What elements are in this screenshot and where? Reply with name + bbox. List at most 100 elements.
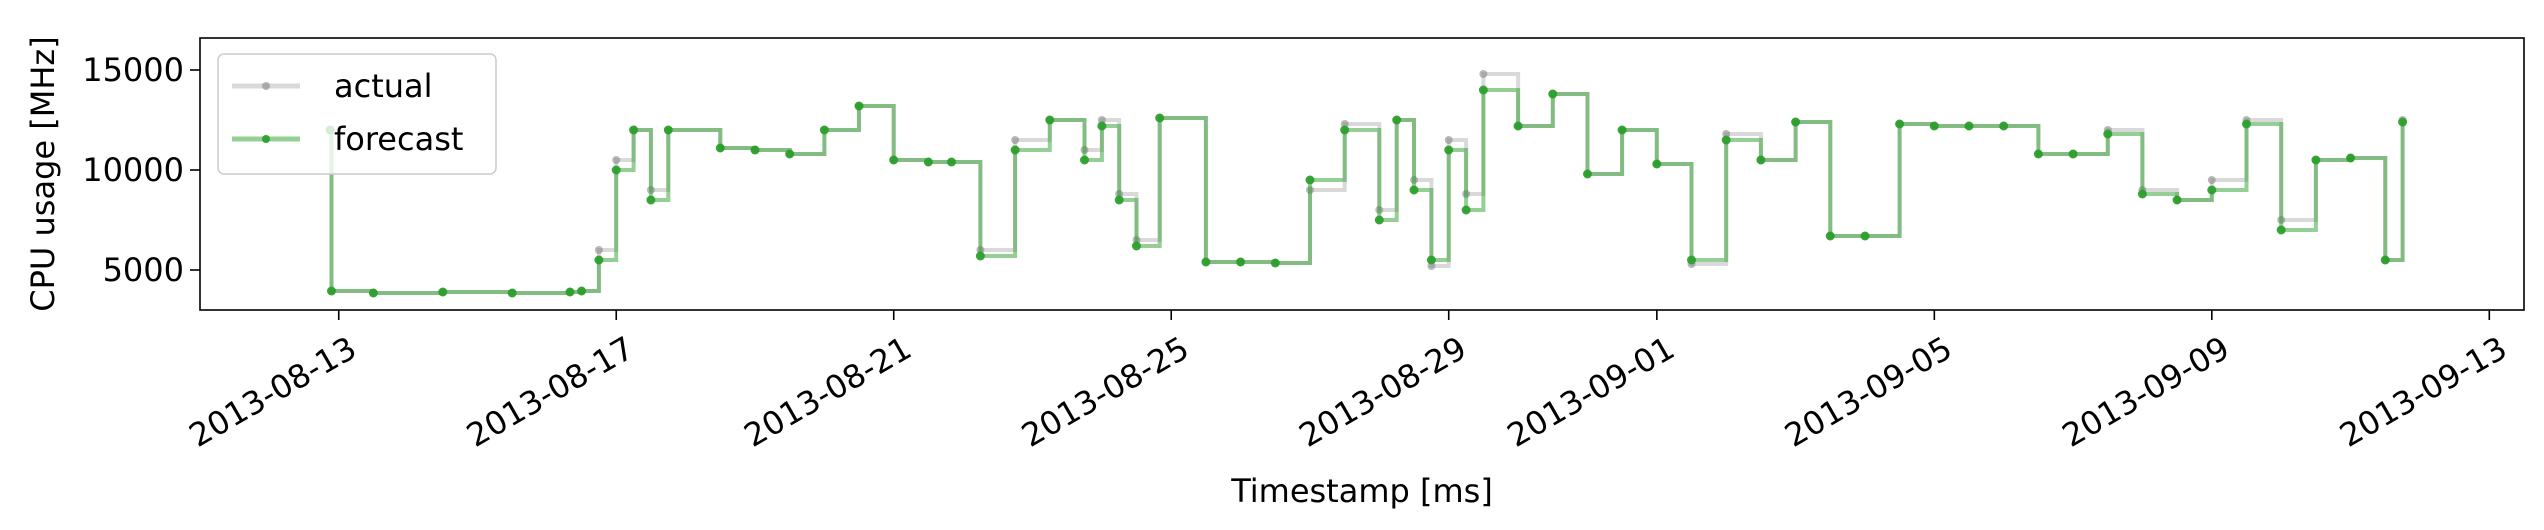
data-point-forecast — [1860, 231, 1870, 241]
legend-marker — [262, 82, 270, 90]
data-point-forecast — [1155, 113, 1165, 123]
plot-area — [325, 70, 2408, 298]
data-point-forecast — [1409, 185, 1419, 195]
data-point-forecast — [2172, 195, 2182, 205]
x-tick-label: 2013-09-09 — [2056, 329, 2236, 455]
data-point-forecast — [507, 288, 517, 298]
data-point-forecast — [1583, 169, 1592, 179]
data-point-forecast — [1617, 125, 1627, 135]
data-point-forecast — [2311, 155, 2321, 165]
legend-label: actual — [334, 67, 433, 105]
data-point-forecast — [1045, 115, 1055, 125]
data-point-forecast — [1964, 121, 1974, 131]
data-point-forecast — [368, 288, 378, 298]
data-point-forecast — [1999, 121, 2009, 131]
data-point-forecast — [785, 149, 795, 159]
data-point-forecast — [1929, 121, 1939, 131]
data-point-forecast — [1687, 255, 1696, 265]
x-tick-label: 2013-08-13 — [183, 329, 363, 455]
data-point-forecast — [577, 286, 587, 296]
data-point-actual — [2207, 176, 2216, 184]
data-point-forecast — [1374, 215, 1384, 225]
legend-label: forecast — [334, 120, 463, 158]
data-point-forecast — [1392, 115, 1402, 125]
data-point-forecast — [819, 125, 829, 135]
data-point-forecast — [1132, 241, 1141, 251]
data-point-forecast — [1652, 159, 1662, 169]
x-tick-label: 2013-09-01 — [1501, 329, 1681, 455]
data-point-forecast — [1513, 121, 1523, 131]
data-point-forecast — [1721, 135, 1731, 145]
data-point-forecast — [1548, 89, 1558, 99]
x-tick-label: 2013-09-05 — [1778, 329, 1958, 455]
legend-item-actual: actual — [232, 67, 433, 105]
data-point-forecast — [2276, 225, 2286, 235]
data-point-forecast — [1097, 121, 1107, 131]
y-tick-label: 15000 — [82, 51, 184, 89]
data-point-forecast — [1236, 257, 1246, 267]
plot-frame — [199, 37, 2525, 311]
data-point-forecast — [594, 255, 604, 265]
legend-item-forecast: forecast — [232, 120, 463, 158]
data-point-forecast — [2346, 153, 2356, 163]
data-point-forecast — [2068, 149, 2078, 159]
data-point-forecast — [2398, 117, 2408, 127]
data-point-forecast — [1426, 255, 1436, 265]
data-point-forecast — [923, 157, 933, 167]
x-tick-label: 2013-09-13 — [2333, 329, 2513, 455]
data-point-forecast — [1201, 257, 1211, 267]
x-tick-label: 2013-08-21 — [738, 329, 918, 455]
data-point-forecast — [2033, 149, 2043, 159]
series-line-forecast — [329, 88, 2405, 295]
data-point-forecast — [438, 287, 448, 297]
data-point-forecast — [646, 195, 656, 205]
data-point-forecast — [2207, 185, 2217, 195]
data-point-forecast — [2103, 129, 2113, 139]
data-point-forecast — [629, 125, 639, 135]
data-point-forecast — [1340, 125, 1350, 135]
data-point-forecast — [750, 145, 760, 155]
legend-marker — [262, 135, 270, 143]
y-tick-label: 10000 — [82, 151, 184, 189]
series-actual — [326, 70, 2407, 297]
data-point-forecast — [854, 101, 864, 111]
data-point-forecast — [1444, 145, 1454, 155]
data-point-forecast — [1756, 155, 1766, 165]
y-axis-label: CPU usage [MHz] — [24, 36, 62, 311]
data-point-actual — [1479, 70, 1488, 78]
series-forecast — [325, 85, 2408, 298]
data-point-forecast — [2380, 255, 2390, 265]
data-point-forecast — [1461, 205, 1471, 215]
data-point-forecast — [1114, 195, 1124, 205]
data-point-forecast — [715, 143, 725, 153]
data-point-forecast — [947, 157, 956, 167]
x-axis-label: Timestamp [ms] — [1230, 472, 1493, 510]
data-point-forecast — [1270, 258, 1280, 268]
data-point-forecast — [663, 125, 673, 135]
data-point-actual — [1444, 136, 1453, 144]
legend: actual forecast — [217, 53, 497, 175]
data-point-actual — [1011, 136, 1020, 144]
data-point-forecast — [1080, 155, 1089, 165]
data-point-forecast — [611, 165, 621, 175]
data-point-forecast — [1478, 85, 1488, 95]
data-point-forecast — [1305, 175, 1315, 185]
data-point-forecast — [2242, 119, 2251, 129]
data-point-actual — [594, 246, 603, 254]
data-point-forecast — [1825, 231, 1835, 241]
x-tick-label: 2013-08-25 — [1015, 329, 1195, 455]
data-point-forecast — [565, 287, 575, 297]
y-tick-label: 5000 — [103, 251, 184, 289]
series-line-actual — [329, 72, 2405, 295]
legend-box — [217, 53, 497, 175]
x-tick-label: 2013-08-29 — [1293, 329, 1473, 455]
data-point-forecast — [889, 155, 899, 165]
data-point-forecast — [2137, 189, 2147, 199]
data-point-forecast — [1895, 119, 1905, 129]
data-point-actual — [612, 156, 621, 164]
x-tick-label: 2013-08-17 — [460, 329, 640, 455]
data-point-forecast — [975, 251, 985, 261]
data-point-forecast — [327, 286, 336, 296]
data-point-forecast — [1791, 117, 1801, 127]
